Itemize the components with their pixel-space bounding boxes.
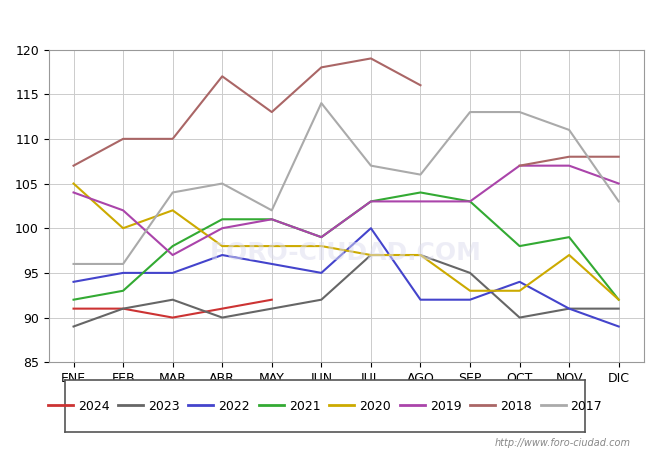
Text: FORO-CIUDAD.COM: FORO-CIUDAD.COM <box>210 241 482 265</box>
Legend: 2024, 2023, 2022, 2021, 2020, 2019, 2018, 2017: 2024, 2023, 2022, 2021, 2020, 2019, 2018… <box>43 395 607 418</box>
Text: Afiliados en Fuenterrebollo a 31/5/2024: Afiliados en Fuenterrebollo a 31/5/2024 <box>161 12 489 31</box>
Text: http://www.foro-ciudad.com: http://www.foro-ciudad.com <box>495 438 630 448</box>
